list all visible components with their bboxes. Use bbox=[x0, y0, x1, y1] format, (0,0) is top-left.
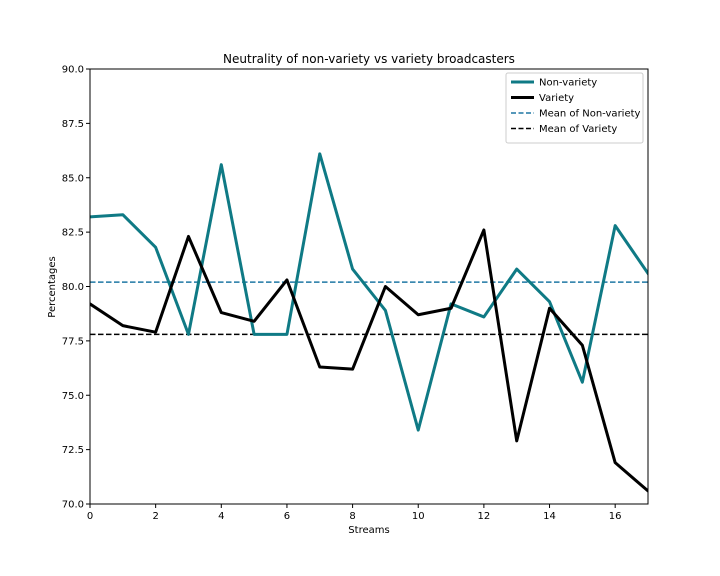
y-tick-label: 75.0 bbox=[62, 391, 84, 402]
x-tick-label: 2 bbox=[152, 511, 158, 522]
x-tick-label: 16 bbox=[609, 511, 622, 522]
x-tick-label: 4 bbox=[218, 511, 224, 522]
x-tick-label: 14 bbox=[543, 511, 556, 522]
x-tick-label: 12 bbox=[478, 511, 491, 522]
legend-box bbox=[505, 72, 644, 144]
x-axis-label: Streams bbox=[348, 525, 389, 536]
y-tick-label: 90.0 bbox=[62, 65, 84, 76]
x-tick-label: 10 bbox=[412, 511, 425, 522]
y-tick-label: 77.5 bbox=[62, 336, 84, 347]
y-tick-label: 80.0 bbox=[62, 282, 84, 293]
y-tick-label: 70.0 bbox=[62, 500, 84, 511]
y-tick-label: 72.5 bbox=[62, 445, 84, 456]
plot-area: 0 2 4 6 8 10 12 14 16 70.0 72.5 75.0 77.5 80.0 82.5 85.… bbox=[62, 65, 649, 522]
legend-label-non-variety: Non-variety bbox=[539, 78, 597, 89]
chart-title: Neutrality of non-variety vs variety bro… bbox=[223, 52, 515, 66]
y-axis-label: Percentages bbox=[47, 256, 58, 317]
legend-label-mean-non-variety: Mean of Non-variety bbox=[539, 109, 641, 120]
x-tick-label: 8 bbox=[349, 511, 355, 522]
legend: Non-variety Variety Mean of Non-variety Mea… bbox=[505, 72, 644, 144]
legend-label-mean-variety: Mean of Variety bbox=[539, 124, 617, 135]
x-tick-label: 0 bbox=[87, 511, 93, 522]
y-tick-label: 82.5 bbox=[62, 228, 84, 239]
series-line-variety bbox=[90, 228, 648, 493]
x-tick-label: 6 bbox=[284, 511, 290, 522]
y-tick-label: 87.5 bbox=[62, 119, 84, 130]
legend-label-variety: Variety bbox=[539, 93, 574, 104]
y-tick-label: 85.0 bbox=[62, 173, 84, 184]
